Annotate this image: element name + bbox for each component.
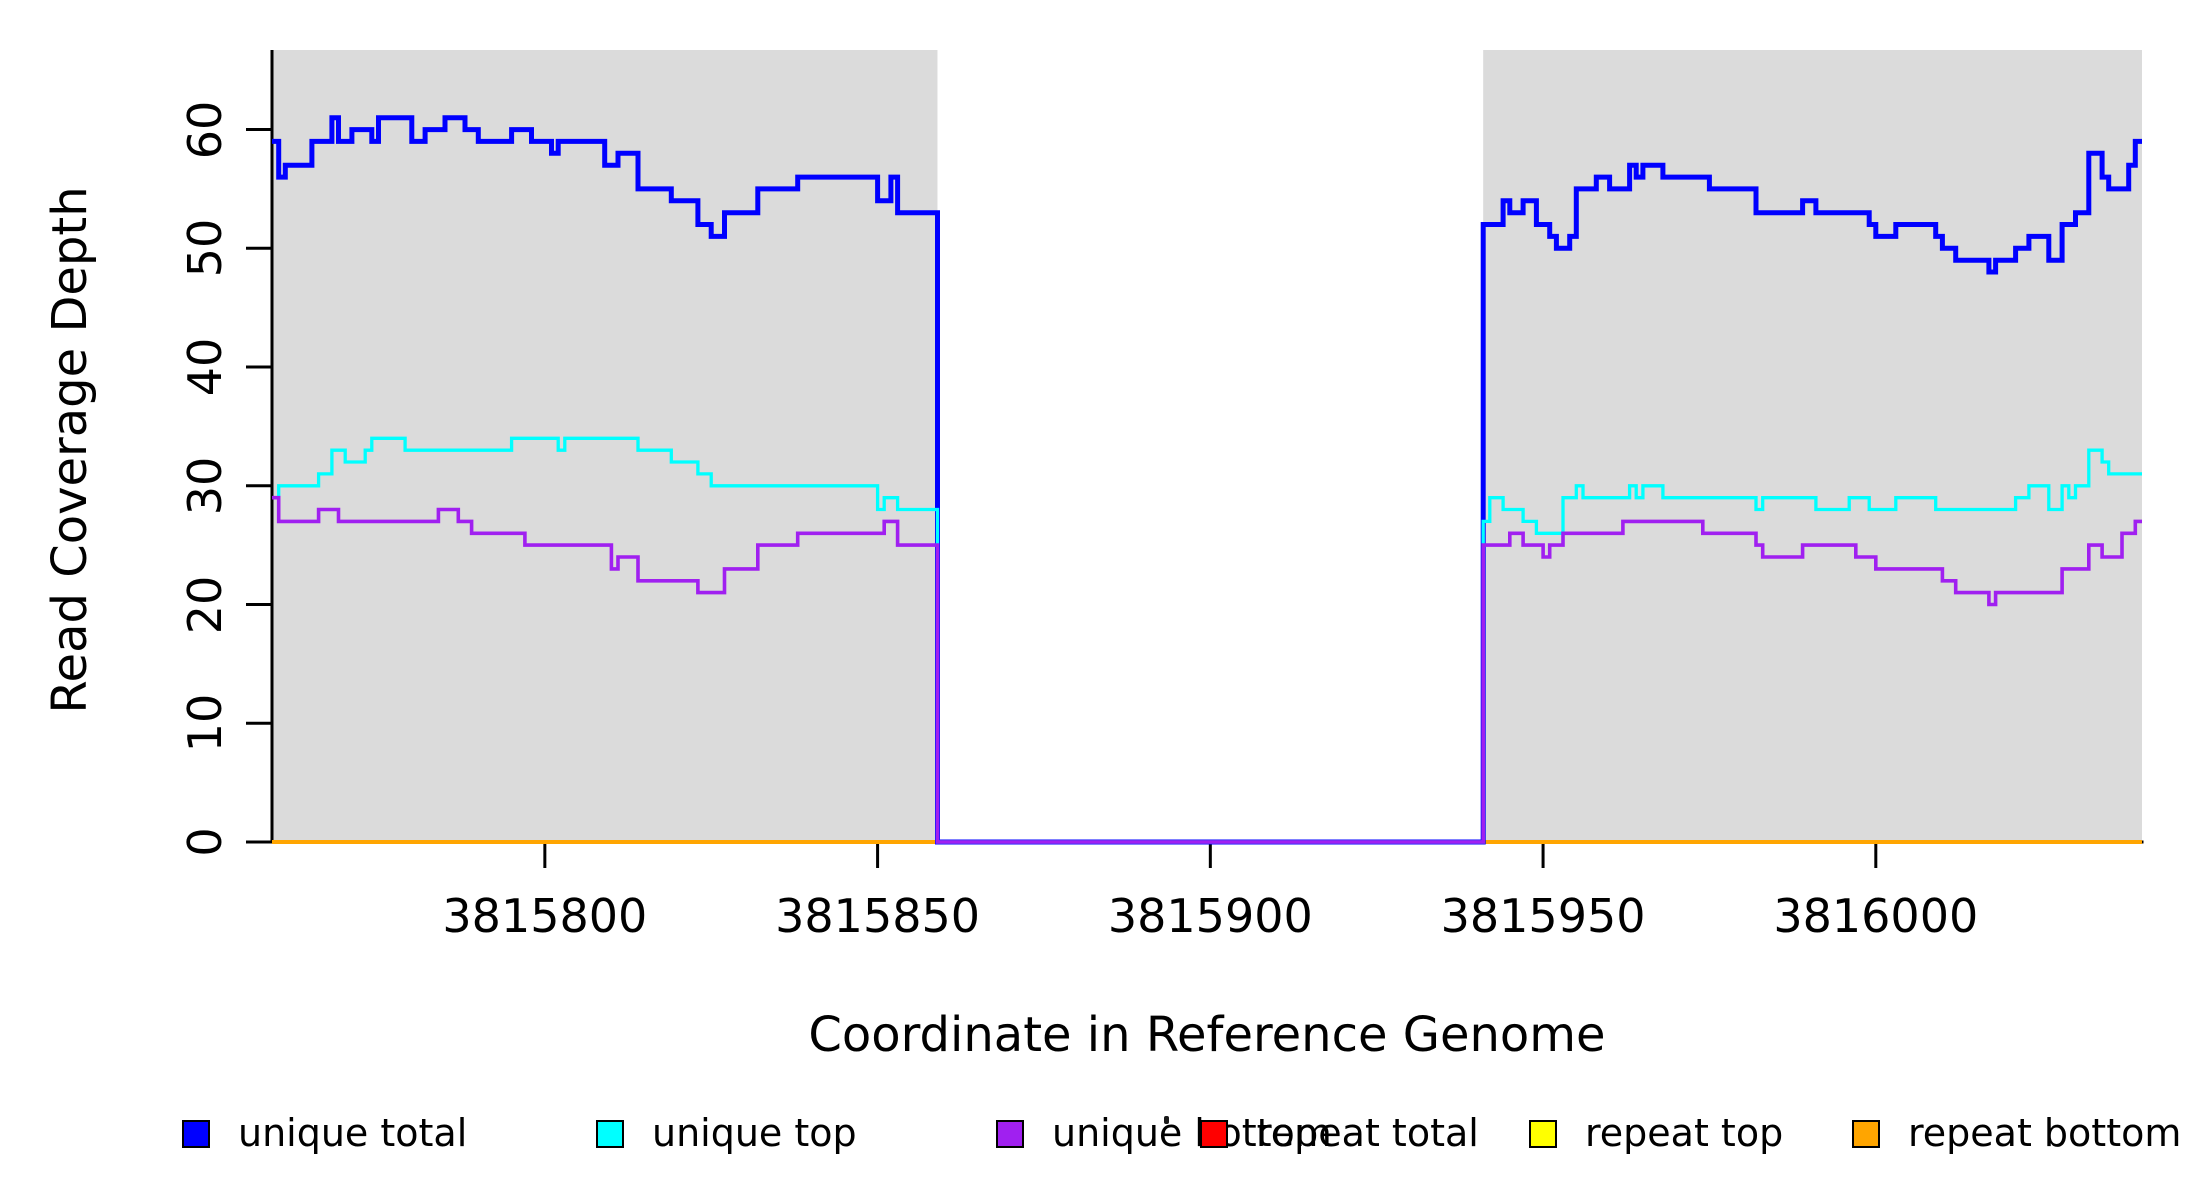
shaded-region-1 — [272, 50, 938, 842]
legend-swatch-unique-total — [182, 1120, 210, 1148]
y-axis-title: Read Coverage Depth — [42, 186, 98, 714]
legend-label: repeat top — [1585, 1111, 1784, 1155]
stray-dot — [1164, 1116, 1169, 1124]
series-unique-bottom — [272, 495, 2142, 844]
y-tick-label: 30 — [178, 456, 232, 516]
legend-label: repeat total — [1256, 1111, 1479, 1155]
series-unique-total — [272, 115, 2142, 845]
x-axis-title: Coordinate in Reference Genome — [808, 1007, 1606, 1063]
legend-swatch-repeat-top — [1529, 1120, 1557, 1148]
x-tick-label: 3815900 — [1107, 889, 1313, 943]
x-tick-label: 3815800 — [442, 889, 648, 943]
x-tick-label: 3815850 — [775, 889, 981, 943]
y-tick-label: 10 — [178, 693, 232, 753]
y-tick-label: 20 — [178, 575, 232, 634]
legend-swatch-unique-bottom — [996, 1120, 1024, 1148]
y-tick-label: 0 — [178, 827, 232, 857]
legend-label: unique total — [238, 1111, 468, 1155]
y-tick-label: 60 — [178, 100, 232, 159]
series-unique-top — [272, 436, 2142, 844]
legend-label: unique bottom — [1052, 1111, 1332, 1155]
y-tick-label: 40 — [178, 337, 232, 397]
y-tick-label: 50 — [178, 219, 232, 278]
x-tick-label: 3816000 — [1773, 889, 1979, 943]
legend-swatch-unique-top — [596, 1120, 624, 1148]
shaded-region-2 — [1483, 50, 2142, 842]
legend-label: unique top — [652, 1111, 857, 1155]
x-tick-label: 3815950 — [1440, 889, 1646, 943]
legend-swatch-repeat-bottom — [1852, 1120, 1880, 1148]
legend-label: repeat bottom — [1908, 1111, 2182, 1155]
legend-swatch-repeat-total — [1200, 1120, 1228, 1148]
